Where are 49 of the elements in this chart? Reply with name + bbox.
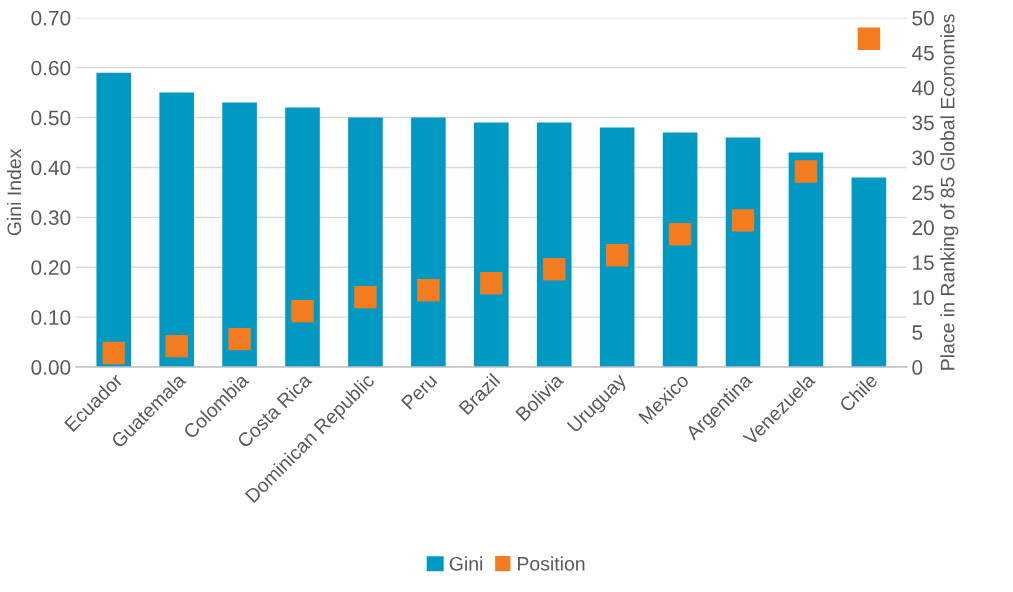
bar — [725, 137, 761, 368]
y2-tick-label: 15 — [913, 255, 934, 271]
y2-tick-label: 30 — [912, 150, 934, 166]
point — [291, 299, 314, 323]
y-tick-label: 0.60 — [31, 60, 71, 76]
bar — [411, 117, 446, 368]
y2-tick-label: 25 — [912, 185, 934, 201]
point — [417, 279, 440, 302]
point — [480, 272, 503, 295]
y2-tick-label: 20 — [912, 220, 934, 236]
point — [857, 27, 881, 50]
legend-label: Gini — [449, 556, 483, 571]
y-tick-label: 0.40 — [31, 160, 71, 176]
bar — [474, 122, 509, 368]
legend-label: Position — [518, 556, 585, 571]
bar — [285, 107, 320, 368]
point — [731, 209, 755, 232]
point — [668, 223, 692, 246]
y-tick-label: 0.10 — [31, 310, 71, 325]
point — [165, 334, 188, 358]
y-tick-label: 0.70 — [31, 10, 71, 26]
y-tick-label: 0.20 — [31, 260, 71, 275]
bar — [348, 117, 383, 368]
point — [794, 160, 818, 183]
y-tick-label: 0.30 — [31, 210, 71, 226]
y2-tick-label: 0 — [912, 360, 923, 375]
bar — [788, 152, 824, 368]
bar — [536, 122, 572, 368]
y2-tick-label: 10 — [913, 290, 934, 305]
y2-tick-label: 50 — [912, 10, 934, 26]
point — [605, 244, 629, 267]
bar — [662, 132, 698, 368]
bar — [159, 92, 194, 368]
point — [102, 341, 125, 365]
bar — [599, 127, 635, 368]
point — [228, 327, 251, 351]
point — [543, 258, 566, 281]
point — [354, 285, 377, 309]
y-axis-title: Gini Index — [6, 148, 22, 236]
y-tick-label: 0.50 — [31, 110, 71, 126]
bar — [222, 102, 257, 368]
bar — [851, 177, 887, 368]
bar — [96, 72, 132, 368]
y-tick-label: 0.00 — [31, 360, 71, 375]
y2-tick-label: 5 — [912, 325, 923, 340]
y2-tick-label: 45 — [911, 45, 934, 61]
y2-tick-label: 40 — [911, 80, 934, 96]
y2-tick-label: 35 — [912, 115, 934, 131]
y2-axis-title: Place in Ranking of 85 Global Economies — [940, 14, 959, 370]
